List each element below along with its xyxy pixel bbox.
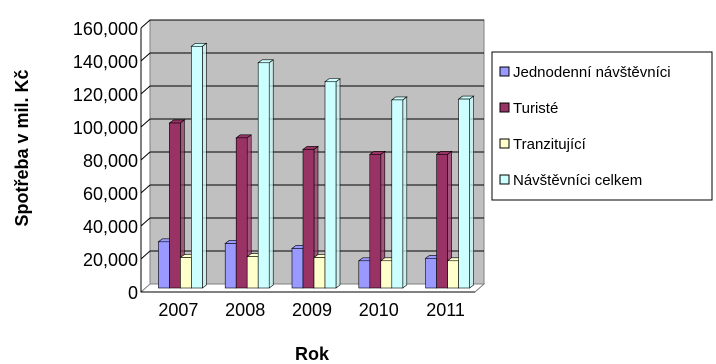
- bar: [302, 149, 315, 289]
- bar: [191, 45, 203, 289]
- legend-swatch: [499, 66, 510, 77]
- bar: [257, 62, 270, 289]
- bar: [358, 260, 371, 289]
- bar: [235, 137, 248, 289]
- bar: [158, 241, 170, 289]
- legend-label: Turisté: [513, 100, 558, 117]
- legend-label: Tranzitující: [513, 136, 587, 153]
- y-tick-label: 80,000: [83, 151, 138, 171]
- bar: [436, 154, 448, 289]
- legend-swatch: [499, 102, 510, 113]
- bar: [391, 99, 404, 289]
- x-axis-title: Rok: [295, 344, 330, 364]
- bar: [224, 243, 237, 289]
- gridline-side: [140, 217, 151, 227]
- gridline-side: [140, 85, 151, 95]
- bar-side: [402, 96, 408, 289]
- y-tick-label: 100,000: [73, 118, 138, 138]
- bar: [380, 260, 393, 289]
- bar: [447, 260, 459, 289]
- bar: [369, 154, 382, 289]
- bar: [313, 257, 326, 289]
- bar: [425, 257, 437, 289]
- bar: [180, 257, 192, 289]
- gridline-side: [140, 250, 151, 260]
- x-tick-label: 2011: [426, 300, 465, 320]
- legend-box: [491, 51, 713, 201]
- gridline-side: [140, 118, 151, 128]
- y-tick-label: 120,000: [73, 85, 138, 105]
- bar: [291, 248, 304, 289]
- bar-side: [202, 42, 207, 289]
- gridline-side: [140, 52, 151, 62]
- y-tick-label: 20,000: [83, 250, 138, 270]
- legend-label: Jednodenní návštěvníci: [513, 64, 671, 81]
- gridline-side: [140, 19, 151, 29]
- y-tick-label: 160,000: [73, 19, 138, 39]
- y-tick-label: 60,000: [83, 184, 138, 204]
- x-tick-label: 2008: [225, 300, 265, 320]
- legend-swatch: [499, 138, 510, 149]
- bar-side: [335, 78, 341, 289]
- bar: [324, 81, 337, 289]
- bar: [246, 256, 259, 289]
- legend-swatch: [499, 174, 510, 185]
- y-tick-label: 0: [128, 283, 138, 303]
- y-tick-label: 40,000: [83, 217, 138, 237]
- gridline-side: [140, 184, 151, 194]
- bar: [458, 98, 470, 289]
- x-tick-label: 2009: [292, 300, 332, 320]
- y-tick-label: 140,000: [73, 52, 138, 72]
- y-axis-title: Spotřeba v mil. Kč: [12, 69, 32, 226]
- gridline-side: [140, 151, 151, 161]
- legend-label: Návštěvníci celkem: [513, 172, 642, 189]
- x-tick-label: 2010: [359, 300, 399, 320]
- bar-side: [268, 59, 274, 289]
- bar-side: [469, 95, 474, 289]
- bar: [169, 122, 181, 289]
- x-tick-label: 2007: [158, 300, 198, 320]
